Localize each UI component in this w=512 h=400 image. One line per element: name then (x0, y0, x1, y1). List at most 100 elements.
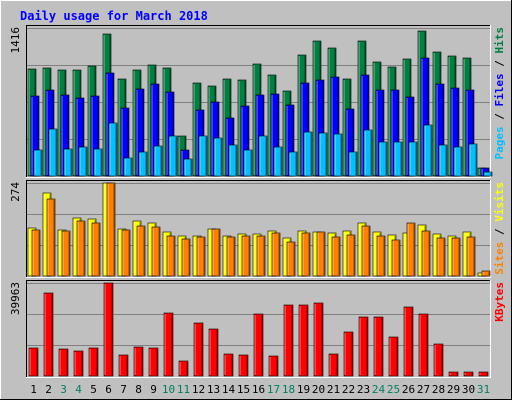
bar-kbytes-day-22 (343, 331, 354, 377)
bar-sites-day-14 (226, 236, 236, 277)
bar-kbytes-day-31 (478, 371, 489, 377)
bar-pages-day-18 (288, 151, 298, 177)
panel-hits-files-pages: 1416 Pages / Files / Hits (9, 25, 506, 178)
bar-sites-day-2 (46, 198, 56, 277)
x-tick-label-day-26: 26 (402, 383, 415, 396)
bar-pages-day-16 (258, 135, 268, 177)
bar-sites-day-6 (106, 182, 116, 277)
x-tick-label-day-17: 17 (267, 383, 280, 396)
bar-sites-day-11 (181, 238, 191, 277)
bar-kbytes-day-20 (313, 302, 324, 377)
y-max-label: 39963 (9, 282, 22, 315)
x-tick-label-day-30: 30 (462, 383, 475, 396)
bar-pages-day-14 (228, 144, 238, 177)
bar-pages-day-22 (348, 151, 358, 177)
panel-kbytes: 39963 KBytes (9, 280, 506, 378)
bar-kbytes-day-9 (148, 347, 159, 377)
x-tick-label-day-12: 12 (192, 383, 205, 396)
bar-pages-day-24 (378, 141, 388, 177)
bar-sites-day-20 (316, 231, 326, 277)
x-tick-label-day-29: 29 (447, 383, 460, 396)
bar-kbytes-day-24 (373, 316, 384, 377)
bar-sites-day-21 (331, 236, 341, 277)
legend-entry: Sites (493, 242, 506, 275)
x-tick-label-day-21: 21 (327, 383, 340, 396)
bar-pages-day-12 (198, 135, 208, 177)
panel-visits-sites: 274 Sites / Visits (9, 180, 506, 278)
x-tick-label-day-18: 18 (282, 383, 295, 396)
x-tick-label-day-28: 28 (432, 383, 445, 396)
bar-kbytes-day-13 (208, 328, 219, 377)
bar-sites-day-12 (196, 236, 206, 277)
bar-sites-day-30 (466, 236, 476, 277)
chart-panels: 1416 Pages / Files / Hits 274 Sites / Visit… (9, 25, 506, 378)
bar-pages-day-31 (483, 171, 493, 177)
x-tick-label-day-5: 5 (90, 383, 97, 396)
bar-kbytes-day-21 (328, 353, 339, 377)
x-tick-label-day-13: 13 (207, 383, 220, 396)
bar-sites-day-27 (421, 230, 431, 277)
bar-kbytes-day-27 (418, 313, 429, 377)
bar-pages-day-8 (138, 151, 148, 177)
x-tick-label-day-4: 4 (75, 383, 82, 396)
x-tick-label-day-19: 19 (297, 383, 310, 396)
bar-sites-day-15 (241, 235, 251, 277)
bar-pages-day-29 (453, 146, 463, 177)
bar-pages-day-1 (33, 149, 43, 177)
series-legend: Pages / Files / Hits (493, 27, 506, 160)
bar-kbytes-day-28 (433, 343, 444, 377)
x-tick-label-day-14: 14 (222, 383, 236, 396)
bar-sites-day-23 (361, 225, 371, 277)
bar-sites-day-3 (61, 230, 71, 277)
bar-pages-day-2 (48, 128, 58, 177)
y-max-label: 274 (9, 182, 22, 202)
legend-entry: Visits (493, 182, 506, 222)
x-tick-label-day-2: 2 (45, 383, 52, 396)
bar-pages-day-9 (153, 145, 163, 177)
bar-kbytes-day-11 (178, 360, 189, 377)
x-tick-label-day-3: 3 (60, 383, 67, 396)
bar-pages-day-26 (408, 141, 418, 177)
bar-pages-day-3 (63, 148, 73, 177)
bar-sites-day-9 (151, 226, 161, 277)
legend-entry: Pages (493, 126, 506, 159)
x-tick-label-day-31: 31 (477, 383, 490, 396)
x-tick-label-day-20: 20 (312, 383, 325, 396)
bar-kbytes-day-19 (298, 304, 309, 377)
x-tick-label-day-6: 6 (105, 383, 112, 396)
bar-sites-day-24 (376, 235, 386, 277)
bar-kbytes-day-12 (193, 322, 204, 377)
x-tick-label-day-25: 25 (387, 383, 400, 396)
bar-kbytes-day-17 (268, 355, 279, 377)
bar-pages-day-6 (108, 122, 118, 177)
bar-pages-day-13 (213, 137, 223, 177)
bar-kbytes-day-10 (163, 312, 174, 377)
bar-kbytes-day-29 (448, 371, 459, 377)
bar-kbytes-day-14 (223, 353, 234, 377)
bar-pages-day-7 (123, 157, 133, 177)
bar-kbytes-day-3 (58, 348, 69, 377)
bar-pages-day-19 (303, 131, 313, 177)
x-tick-label-day-7: 7 (120, 383, 127, 396)
bar-pages-day-5 (93, 148, 103, 177)
bar-kbytes-day-23 (358, 316, 369, 377)
x-tick-label-day-24: 24 (372, 383, 386, 396)
bar-sites-day-22 (346, 234, 356, 277)
bar-pages-day-28 (438, 144, 448, 177)
bar-pages-day-21 (333, 133, 343, 177)
bar-pages-day-10 (168, 135, 178, 177)
legend-entry: Files (493, 73, 506, 106)
bar-sites-day-17 (271, 232, 281, 277)
bar-pages-day-30 (468, 143, 478, 177)
bar-pages-day-23 (363, 129, 373, 177)
legend-entry: / (493, 54, 506, 74)
bar-kbytes-day-4 (73, 350, 84, 377)
bar-kbytes-day-15 (238, 354, 249, 377)
bar-sites-day-28 (436, 237, 446, 277)
bar-sites-day-19 (301, 232, 311, 277)
x-tick-label-day-16: 16 (252, 383, 265, 396)
x-tick-label-day-8: 8 (135, 383, 142, 396)
legend-entry: KBytes (493, 282, 506, 322)
bar-pages-day-15 (243, 149, 253, 177)
bar-sites-day-31 (481, 270, 491, 277)
